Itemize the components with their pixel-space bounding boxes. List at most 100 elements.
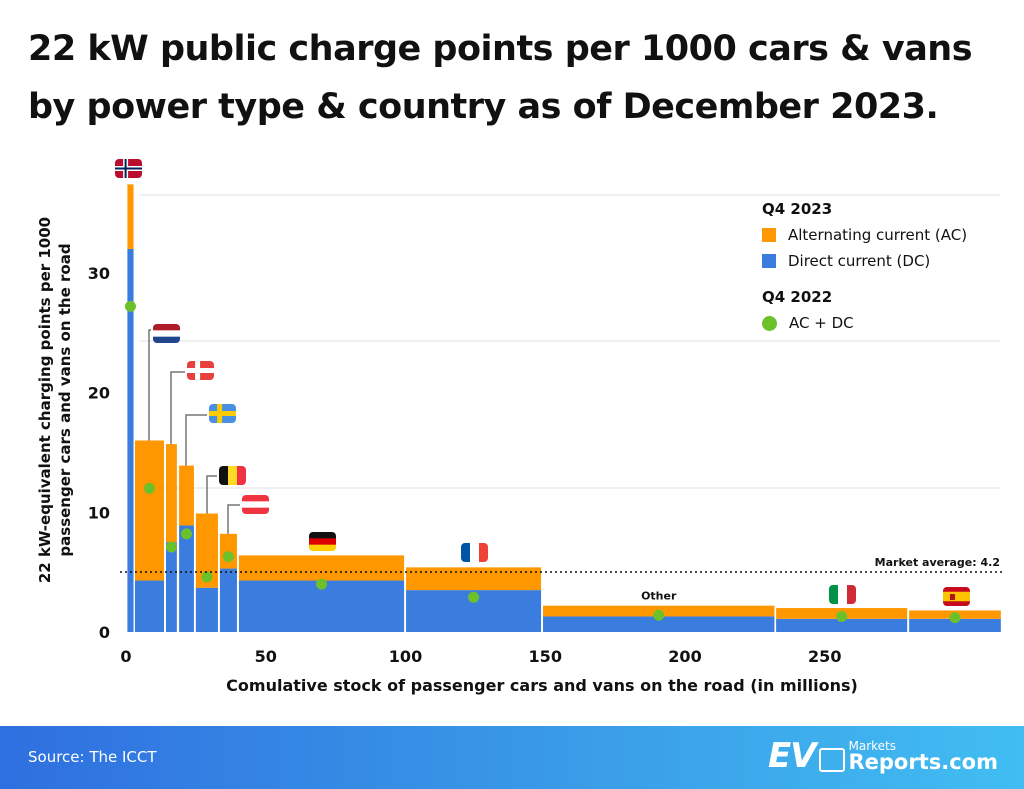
bar-france bbox=[406, 567, 542, 632]
flag-body bbox=[115, 159, 142, 178]
q4-2022-point bbox=[143, 482, 155, 494]
flag-stripe bbox=[943, 591, 970, 602]
flag-stripe bbox=[461, 543, 471, 562]
y-tick-label: 10 bbox=[88, 503, 110, 522]
legend-dc-label: Direct current (DC) bbox=[788, 252, 931, 270]
bar-dc-segment bbox=[543, 616, 775, 632]
bar-ac-segment bbox=[127, 184, 134, 249]
flag-leader-line bbox=[227, 504, 240, 534]
legend: Q4 2023 Alternating current (AC) Direct … bbox=[762, 200, 967, 336]
flag-body bbox=[461, 543, 488, 562]
bar-spain bbox=[909, 610, 1001, 632]
flag-body bbox=[187, 361, 214, 380]
q4-2022-point bbox=[949, 612, 961, 624]
legend-item-dc: Direct current (DC) bbox=[762, 248, 967, 274]
flag-belgium-icon bbox=[219, 466, 246, 485]
flag-sweden-icon bbox=[209, 404, 236, 423]
bar-label-other: Other bbox=[641, 590, 677, 603]
ev-markets-reports-logo: EV Markets Reports.com bbox=[768, 736, 998, 776]
bar-ac-segment bbox=[195, 513, 218, 588]
flag-austria-icon bbox=[242, 495, 269, 514]
flag-body bbox=[219, 466, 246, 485]
footer-banner: Source: The ICCT EV Markets Reports.com bbox=[0, 726, 1024, 789]
flag-stripe bbox=[479, 543, 488, 562]
flag-stripe bbox=[847, 585, 856, 604]
y-tick-label: 20 bbox=[88, 384, 110, 403]
flag-emblem bbox=[950, 594, 955, 600]
flag-leader-line bbox=[206, 475, 217, 514]
flag-stripe bbox=[470, 543, 480, 562]
bar-sweden bbox=[179, 414, 207, 632]
bar-italy bbox=[776, 608, 908, 632]
flag-spain-icon bbox=[943, 587, 970, 606]
chart-trend-icon bbox=[819, 748, 846, 772]
flag-stripe bbox=[309, 538, 336, 546]
bar-dc-segment bbox=[776, 618, 908, 632]
ac-swatch bbox=[762, 228, 776, 242]
flag-france-icon bbox=[461, 543, 488, 562]
flag-body bbox=[943, 587, 970, 606]
logo-ev: EV bbox=[767, 736, 817, 776]
bar-netherlands bbox=[134, 329, 165, 632]
q4-2022-point bbox=[316, 578, 328, 590]
flag-stripe bbox=[242, 507, 269, 514]
logo-markets: Markets bbox=[848, 738, 896, 753]
legend-item-acdc: AC + DC bbox=[762, 310, 967, 336]
flag-italy-icon bbox=[829, 585, 856, 604]
legend-group-q4-2022: Q4 2022 bbox=[762, 288, 833, 306]
x-axis-label: Comulative stock of passenger cars and v… bbox=[226, 676, 858, 695]
q4-2022-point bbox=[124, 300, 136, 312]
q4-2022-point bbox=[222, 551, 234, 563]
bar-norway bbox=[124, 184, 136, 632]
flag-stripe bbox=[309, 544, 336, 551]
x-tick-label: 0 bbox=[120, 647, 131, 666]
dc-swatch bbox=[762, 254, 776, 268]
q4-2022-point bbox=[836, 610, 848, 622]
q4-2022-dot-swatch bbox=[762, 315, 777, 331]
bar-dc-segment bbox=[165, 542, 177, 632]
y-tick-label: 0 bbox=[99, 623, 110, 642]
flag-stripe bbox=[153, 324, 180, 331]
x-tick-label: 100 bbox=[389, 647, 422, 666]
bar-dc-segment bbox=[219, 568, 237, 632]
flag-stripe bbox=[829, 585, 839, 604]
bar-belgium bbox=[195, 475, 218, 632]
flag-leader-line bbox=[148, 329, 151, 441]
bar-germany bbox=[238, 555, 405, 632]
flag-stripe bbox=[309, 532, 336, 539]
flag-denmark-icon bbox=[187, 361, 214, 380]
legend-acdc-label: AC + DC bbox=[789, 314, 854, 332]
legend-item-ac: Alternating current (AC) bbox=[762, 222, 967, 248]
flag-stripe bbox=[838, 585, 848, 604]
q4-2022-point bbox=[468, 591, 480, 603]
title-line-1: 22 kW public charge points per 1000 cars… bbox=[28, 29, 973, 69]
legend-ac-label: Alternating current (AC) bbox=[788, 226, 968, 244]
bar-dc-segment bbox=[134, 580, 165, 632]
flag-stripe bbox=[242, 501, 269, 509]
flag-body bbox=[209, 404, 236, 423]
flag-cross bbox=[187, 368, 214, 373]
flag-stripe bbox=[153, 330, 180, 338]
q4-2022-point bbox=[201, 571, 213, 583]
flag-stripe bbox=[219, 466, 229, 485]
bar-ac-segment bbox=[165, 444, 177, 543]
flag-body bbox=[829, 585, 856, 604]
flag-stripe bbox=[237, 466, 246, 485]
bar-dc-segment bbox=[195, 587, 218, 632]
flag-stripe bbox=[242, 495, 269, 502]
flag-leader-line bbox=[185, 414, 207, 466]
flag-body bbox=[153, 324, 180, 343]
flag-stripe bbox=[153, 336, 180, 343]
flag-leader-line bbox=[170, 371, 185, 445]
bar-dc-segment bbox=[909, 618, 1001, 632]
flag-norway-icon bbox=[115, 159, 142, 178]
q4-2022-point bbox=[653, 609, 665, 621]
q4-2022-point bbox=[181, 528, 193, 540]
flag-germany-icon bbox=[309, 532, 336, 551]
y-axis-label: 22 kW-equivalent charging points per 100… bbox=[36, 216, 74, 584]
flag-body bbox=[242, 495, 269, 514]
logo-reports: Reports.com bbox=[848, 749, 998, 774]
x-tick-label: 200 bbox=[668, 647, 701, 666]
flag-netherlands-icon bbox=[153, 324, 180, 343]
